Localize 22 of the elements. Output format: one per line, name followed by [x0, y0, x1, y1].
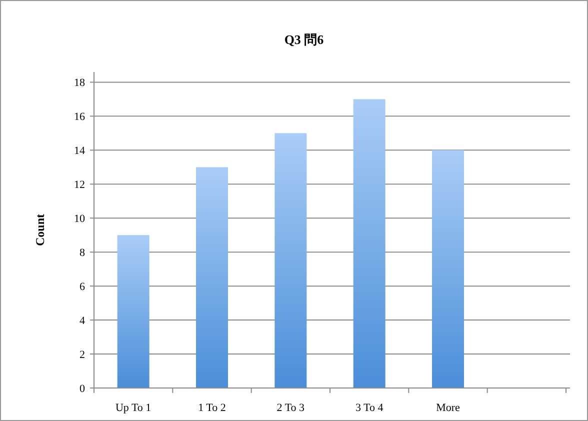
y-tick-label: 18	[74, 77, 86, 90]
x-tick-label: Up To 1	[115, 402, 152, 414]
y-tick-label: 16	[74, 111, 86, 124]
x-tick-label: 1 To 2	[198, 402, 226, 414]
y-tick-label: 6	[80, 281, 86, 294]
bar	[432, 150, 464, 388]
y-tick-label: 8	[80, 247, 86, 260]
y-tick-label: 2	[80, 349, 85, 362]
y-tick-label: 10	[74, 213, 86, 226]
x-tick-label: 2 To 3	[276, 402, 306, 414]
y-tick-label: 4	[80, 315, 86, 328]
x-tick-label: More	[436, 402, 460, 414]
chart-title: Q3 問6	[284, 32, 324, 47]
x-tick-label: 3 To 4	[355, 402, 384, 414]
y-tick-label: 14	[74, 145, 86, 158]
bar	[353, 99, 386, 388]
y-axis-title: Count	[33, 214, 47, 246]
y-tick-label: 0	[80, 383, 86, 395]
bar	[117, 235, 150, 388]
y-tick-label: 12	[74, 179, 85, 192]
bar	[274, 133, 307, 388]
bar	[196, 167, 228, 388]
